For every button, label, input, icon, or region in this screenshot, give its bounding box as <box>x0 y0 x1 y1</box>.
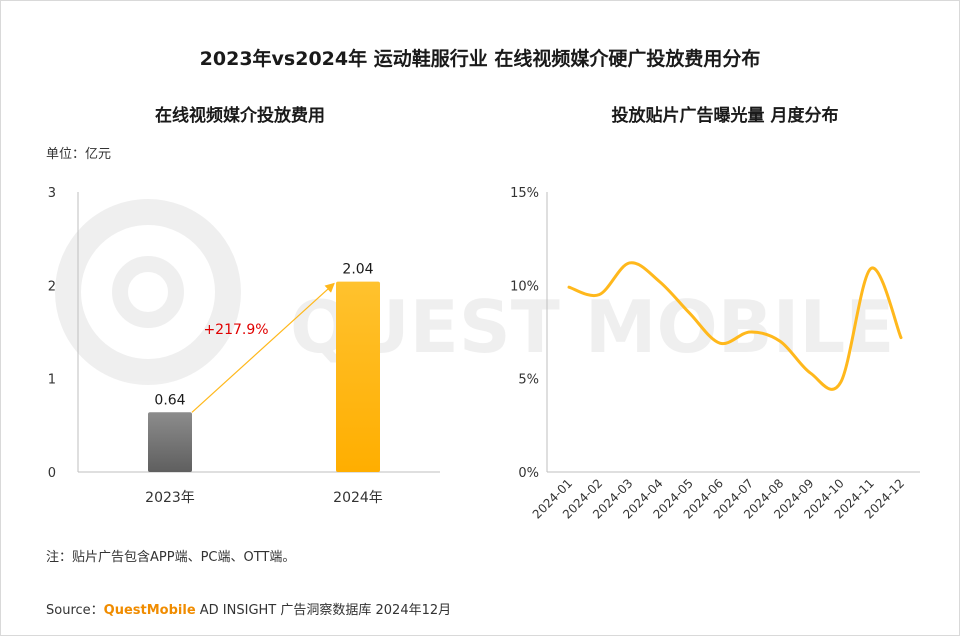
source-brand: QuestMobile <box>103 603 196 618</box>
growth-label: +217.9% <box>203 322 268 338</box>
page-title: 2023年vs2024年 运动鞋服行业 在线视频媒介硬广投放费用分布 <box>199 48 761 70</box>
source-line: Source：QuestMobile AD INSIGHT 广告洞察数据库 20… <box>46 599 451 618</box>
bar-value-label: 0.64 <box>154 392 185 408</box>
bar-y-tick-label: 2 <box>48 279 56 294</box>
line-y-tick-label: 15% <box>510 186 539 201</box>
bar-chart: 0 1 2 3 0.64 2023年 2.04 2024年 +217.9% <box>48 186 440 506</box>
source-prefix: Source： <box>46 603 104 618</box>
bar-y-tick-label: 0 <box>48 466 56 481</box>
growth-arrow <box>191 282 335 413</box>
bar-y-tick-label: 1 <box>48 373 56 388</box>
line-y-tick-label: 5% <box>518 373 539 388</box>
source-suffix: AD INSIGHT 广告洞察数据库 2024年12月 <box>195 603 452 618</box>
line-y-tick-label: 0% <box>518 466 539 481</box>
line-y-tick-label: 10% <box>510 279 539 294</box>
watermark-text: QUEST MOBILE <box>290 285 894 369</box>
footnote: 注：贴片广告包含APP端、PC端、OTT端。 <box>46 550 296 565</box>
bar-value-label: 2.04 <box>342 262 373 278</box>
bar-1 <box>148 412 192 472</box>
bar-y-tick-label: 3 <box>48 186 56 201</box>
line-chart-title: 投放贴片广告曝光量 月度分布 <box>611 106 839 126</box>
watermark: QUEST MOBILE <box>55 199 894 385</box>
bar-category-label: 2024年 <box>333 490 383 506</box>
bar-category-label: 2023年 <box>145 490 195 506</box>
bar-chart-unit: 单位：亿元 <box>46 147 112 162</box>
bar-2 <box>336 281 380 472</box>
bar-chart-title: 在线视频媒介投放费用 <box>155 106 325 126</box>
